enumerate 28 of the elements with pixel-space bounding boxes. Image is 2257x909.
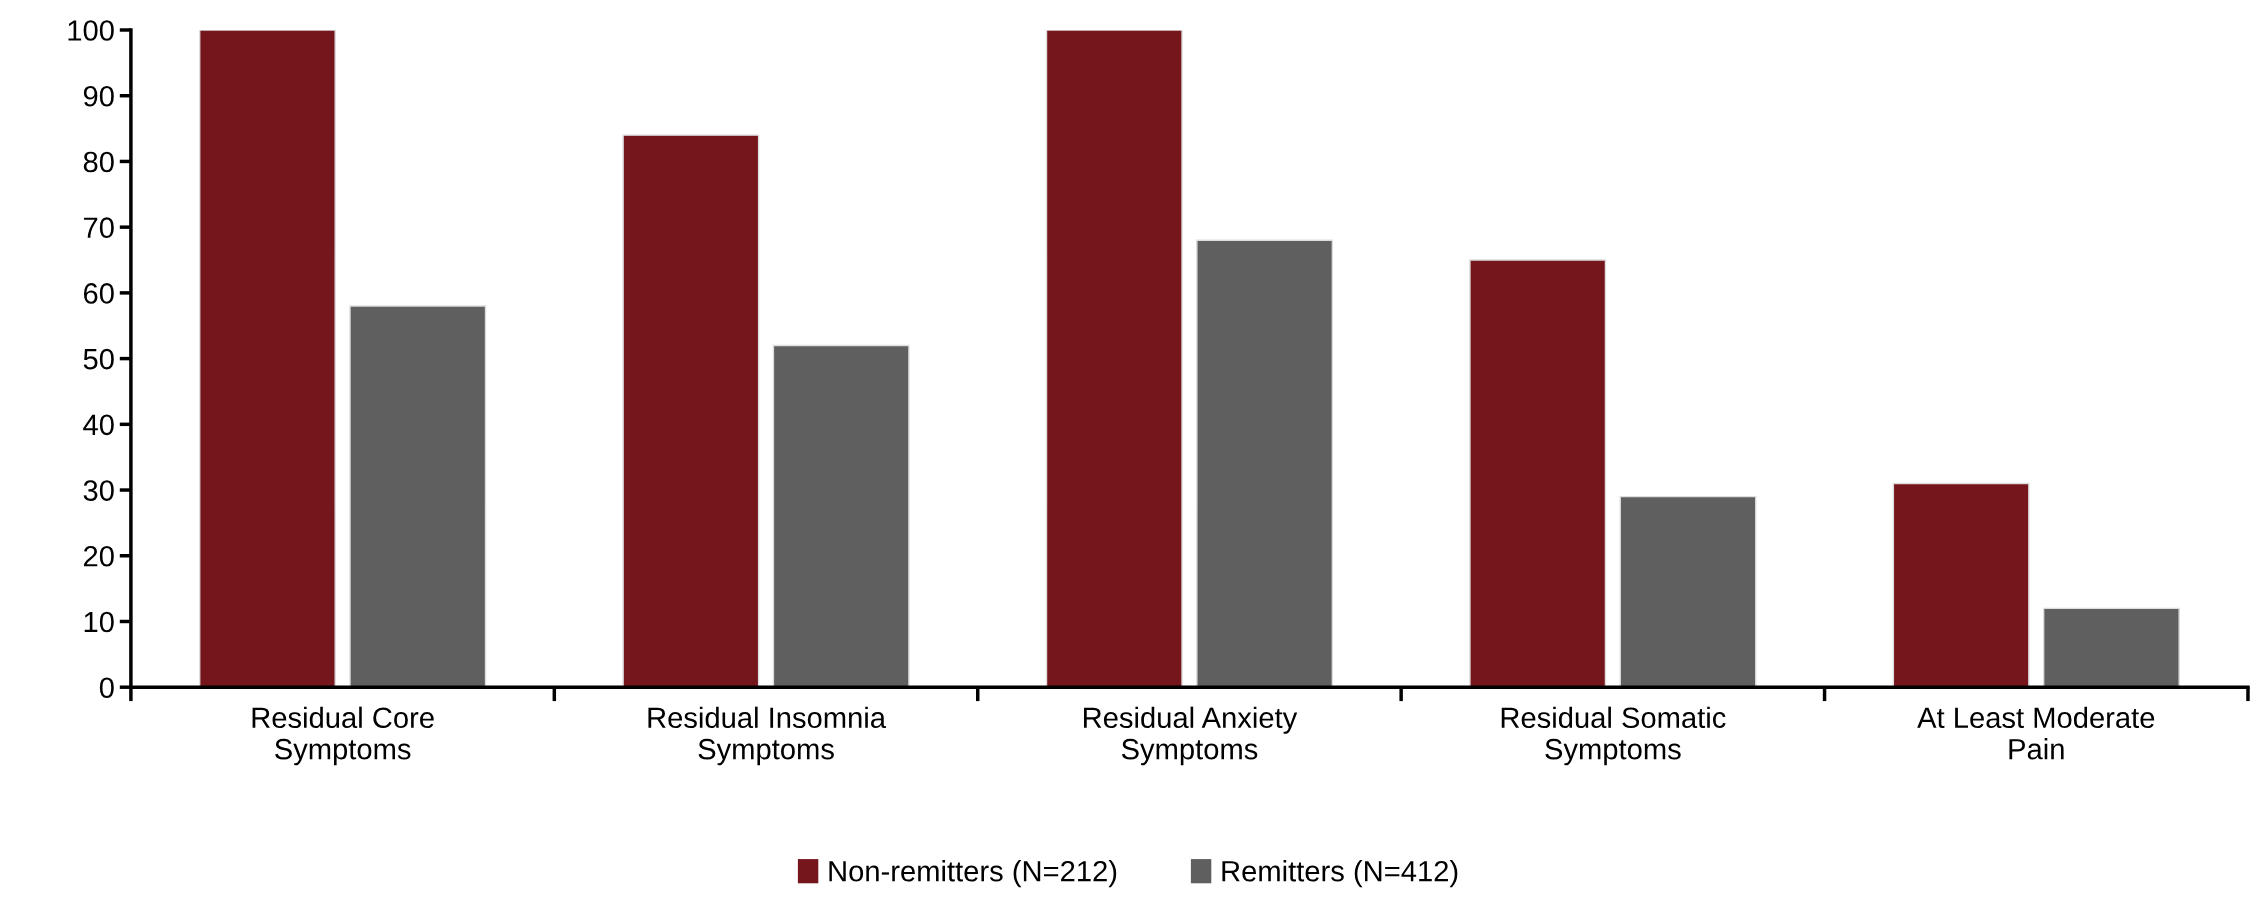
x-tick-label: At Least Moderate Pain [1917,706,2155,760]
bar [622,134,760,688]
bar [1196,239,1334,688]
bar [199,30,336,688]
x-tick-label: Residual Somatic Symptoms [1501,706,1726,766]
bar [1045,30,1183,688]
y-tick-label: 50 [83,348,114,370]
y-tick-label: 60 [83,283,114,304]
y-tick-label: 0 [99,677,114,699]
y-tick-label: 80 [83,151,114,173]
bar [1469,259,1607,688]
x-tick-label: Residual Core Symptoms [252,706,434,766]
legend-label: Non-remitters (N=212) [829,860,1117,888]
bar [772,344,910,688]
bar [349,305,487,688]
y-tick-label: 40 [83,414,114,436]
y-tick-label: 100 [68,20,114,41]
y-tick-label: 30 [83,480,114,501]
y-tick-label: 90 [83,85,114,107]
x-tick-label: Residual Insomnia Symptoms [648,706,886,766]
x-tick-label: Residual Anxiety Symptoms [1084,706,1298,766]
bar [1619,495,1757,688]
y-tick-label: 70 [83,217,114,239]
y-tick-label: 10 [84,611,114,633]
legend-label: Remitters (N=412) [1222,860,1458,888]
bar [2042,607,2180,688]
bar [1892,482,2030,688]
y-tick-label: 20 [83,545,114,567]
